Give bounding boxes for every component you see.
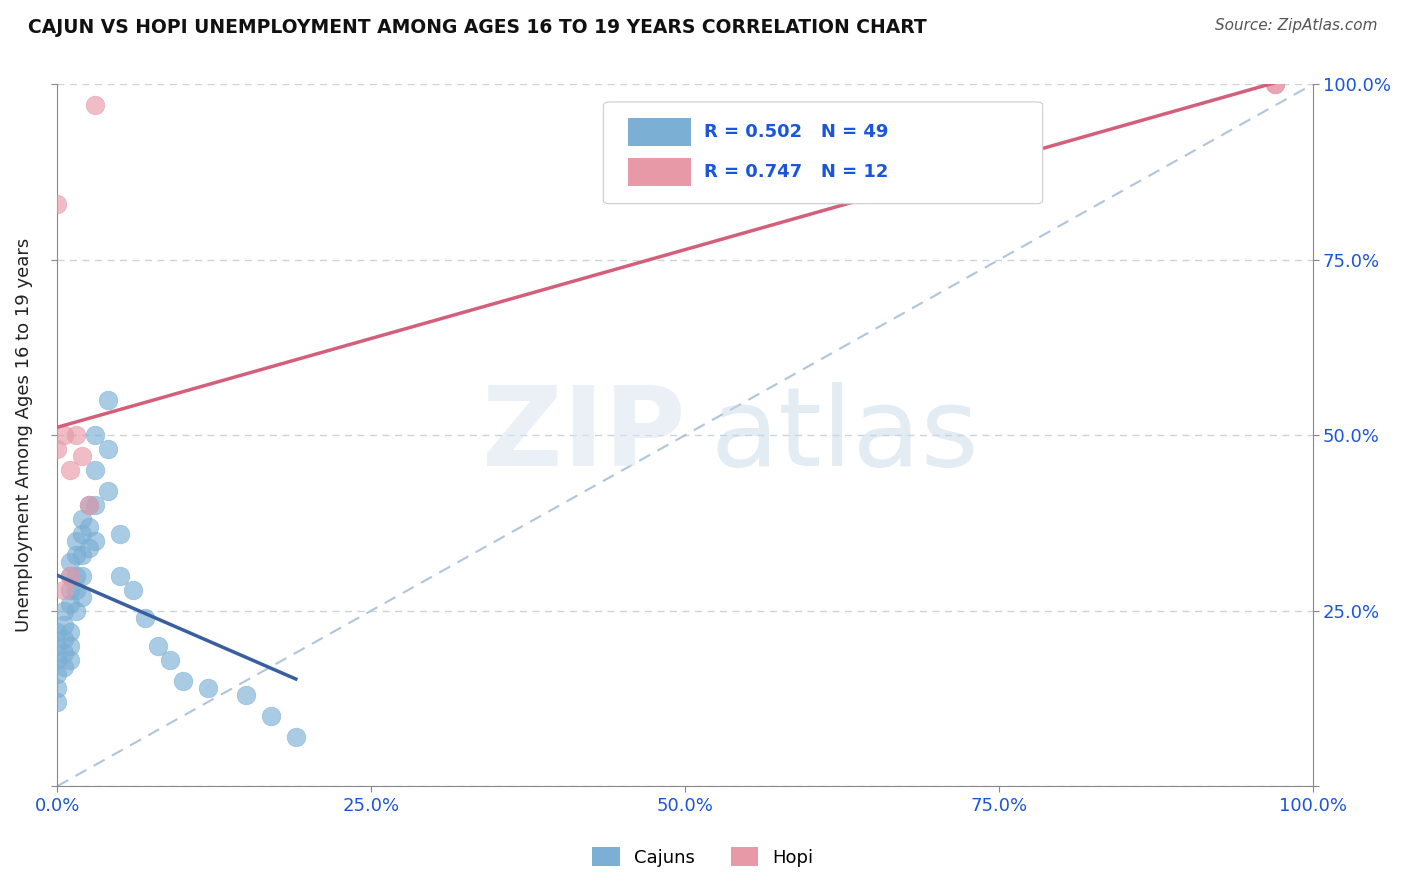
Point xyxy=(197,681,219,695)
Point xyxy=(59,624,82,639)
Point xyxy=(84,98,107,112)
Text: R = 0.502   N = 49: R = 0.502 N = 49 xyxy=(704,123,889,141)
Point xyxy=(52,582,75,597)
Point xyxy=(72,450,94,464)
Point xyxy=(59,555,82,569)
Point xyxy=(72,526,94,541)
Point xyxy=(134,611,156,625)
Point xyxy=(77,499,100,513)
Point xyxy=(59,463,82,477)
Point xyxy=(84,533,107,548)
Point xyxy=(72,568,94,582)
Point xyxy=(59,568,82,582)
Point xyxy=(46,666,69,681)
Point xyxy=(65,533,87,548)
Point xyxy=(146,639,169,653)
Point xyxy=(52,646,75,660)
Text: R = 0.747   N = 12: R = 0.747 N = 12 xyxy=(704,163,889,181)
Point xyxy=(59,582,82,597)
Point xyxy=(59,653,82,667)
Point xyxy=(77,499,100,513)
Point xyxy=(46,442,69,457)
Point xyxy=(1264,78,1286,92)
Point xyxy=(84,499,107,513)
Point xyxy=(235,688,257,702)
Point xyxy=(84,428,107,442)
Text: atlas: atlas xyxy=(710,382,979,489)
Point xyxy=(72,548,94,562)
Point xyxy=(46,639,69,653)
Point xyxy=(96,393,118,408)
Point xyxy=(172,673,194,688)
Point xyxy=(46,624,69,639)
Point xyxy=(52,604,75,618)
Point xyxy=(65,568,87,582)
Text: ZIP: ZIP xyxy=(482,382,685,489)
Point xyxy=(96,484,118,499)
Point xyxy=(260,709,283,723)
Point xyxy=(77,519,100,533)
Y-axis label: Unemployment Among Ages 16 to 19 years: Unemployment Among Ages 16 to 19 years xyxy=(15,238,32,632)
Point xyxy=(72,512,94,526)
Point xyxy=(65,548,87,562)
Point xyxy=(65,604,87,618)
Point xyxy=(52,632,75,646)
Point xyxy=(59,568,82,582)
Point xyxy=(96,442,118,457)
Point xyxy=(59,639,82,653)
Point xyxy=(159,653,181,667)
Text: Source: ZipAtlas.com: Source: ZipAtlas.com xyxy=(1215,18,1378,33)
Point xyxy=(59,597,82,611)
Point xyxy=(108,526,131,541)
Point xyxy=(46,196,69,211)
Point xyxy=(121,582,143,597)
Point xyxy=(46,653,69,667)
Point xyxy=(84,463,107,477)
Legend: Cajuns, Hopi: Cajuns, Hopi xyxy=(585,840,821,874)
Point xyxy=(46,681,69,695)
Point xyxy=(108,568,131,582)
Point xyxy=(1264,78,1286,92)
Point xyxy=(284,730,307,744)
FancyBboxPatch shape xyxy=(628,158,692,186)
Point xyxy=(52,428,75,442)
FancyBboxPatch shape xyxy=(603,102,1043,203)
Text: CAJUN VS HOPI UNEMPLOYMENT AMONG AGES 16 TO 19 YEARS CORRELATION CHART: CAJUN VS HOPI UNEMPLOYMENT AMONG AGES 16… xyxy=(28,18,927,37)
Point xyxy=(65,428,87,442)
Point xyxy=(65,582,87,597)
Point xyxy=(52,660,75,674)
Point xyxy=(77,541,100,555)
FancyBboxPatch shape xyxy=(628,118,692,146)
Point xyxy=(52,617,75,632)
Point xyxy=(72,590,94,604)
Point xyxy=(46,695,69,709)
